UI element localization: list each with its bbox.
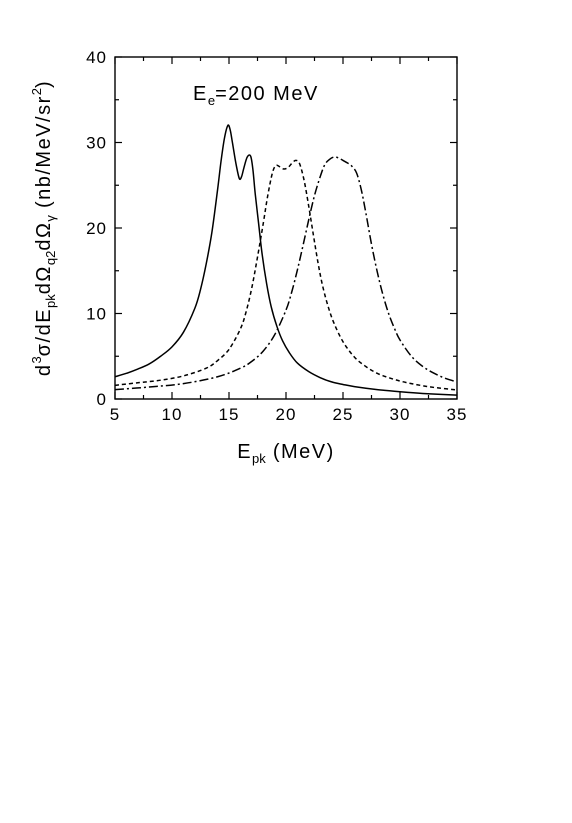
series-line-3-dash-dot [114, 156, 458, 391]
annotation-rest: =200 MeV [215, 83, 319, 105]
y-label-units: (nb/MeV/sr [33, 95, 55, 215]
x-axis-label: Epk (MeV) [237, 441, 335, 466]
x-tick-label: 25 [333, 405, 354, 424]
x-tick-labels: 5 10 15 20 25 30 35 [110, 405, 468, 424]
y-tick-label: 0 [97, 390, 107, 409]
y-label-domega-1: dΩ [33, 265, 55, 294]
energy-annotation: Ee=200 MeV [193, 83, 319, 108]
y-tick-label: 20 [86, 219, 107, 238]
annotation-sub: e [208, 93, 215, 108]
y-tick-label: 40 [86, 48, 107, 67]
y-axis-label: d3σ/dEpkdΩq2dΩγ (nb/MeV/sr2) [29, 80, 58, 376]
axis-ticks [114, 56, 458, 400]
y-label-close: ) [33, 80, 55, 88]
y-tick-label: 10 [86, 305, 107, 324]
x-tick-label: 20 [276, 405, 297, 424]
y-label-domega-2: dΩ [33, 222, 55, 251]
series-layer [114, 124, 458, 396]
y-label-sup-3: 3 [29, 356, 44, 363]
x-tick-label: 5 [110, 405, 120, 424]
x-tick-label: 10 [162, 405, 183, 424]
x-axis-label-rest: (MeV) [266, 441, 335, 463]
y-label-sub-q2: q2 [43, 251, 58, 265]
series-line-2-dashed [114, 159, 458, 391]
x-tick-label: 30 [390, 405, 411, 424]
x-tick-label: 15 [219, 405, 240, 424]
y-tick-labels: 0 10 20 30 40 [86, 48, 107, 409]
x-tick-label: 35 [447, 405, 468, 424]
y-label-sub-pk: pk [43, 294, 58, 308]
x-axis-label-sub: pk [252, 451, 266, 466]
y-label-sup-2: 2 [29, 88, 44, 95]
y-label-sigma: σ/dE [33, 308, 55, 356]
x-axis-label-main: E [237, 441, 252, 463]
y-tick-label: 30 [86, 134, 107, 153]
series-line-1-solid [114, 124, 458, 396]
annotation-main: E [193, 83, 208, 105]
y-label-sub-gamma: γ [43, 215, 58, 222]
y-label-d: d [33, 364, 55, 377]
